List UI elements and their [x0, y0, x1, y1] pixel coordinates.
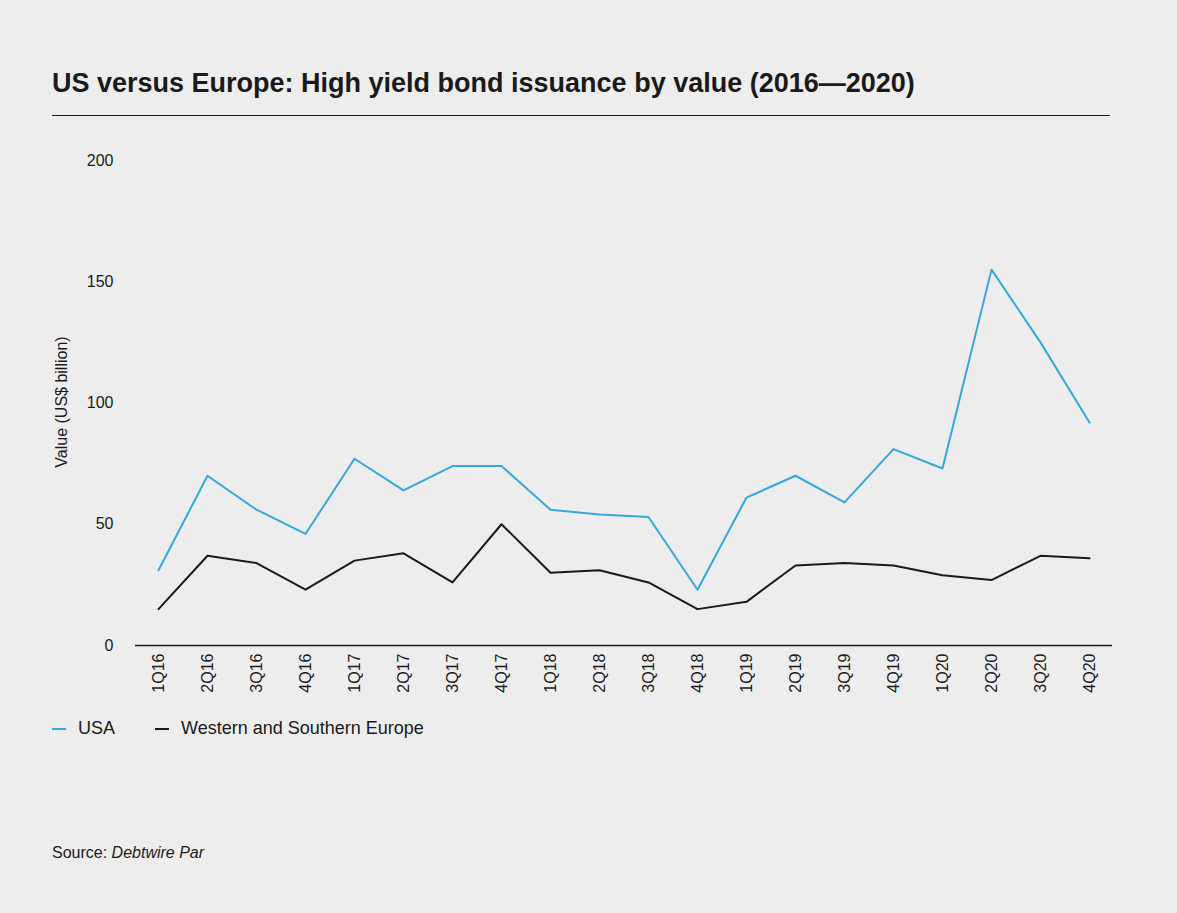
svg-text:3Q19: 3Q19 — [836, 653, 853, 692]
svg-text:50: 50 — [96, 515, 114, 532]
svg-text:2Q20: 2Q20 — [983, 653, 1000, 692]
svg-text:4Q20: 4Q20 — [1081, 653, 1098, 692]
svg-text:2Q16: 2Q16 — [199, 653, 216, 692]
svg-text:1Q16: 1Q16 — [150, 653, 167, 692]
svg-text:2Q17: 2Q17 — [395, 653, 412, 692]
svg-text:1Q18: 1Q18 — [542, 653, 559, 692]
svg-text:3Q20: 3Q20 — [1032, 653, 1049, 692]
html-text:Western and Southern Europe: Western and Southern Europe — [181, 718, 424, 738]
svg-text:150: 150 — [87, 273, 114, 290]
svg-text:3Q18: 3Q18 — [640, 653, 657, 692]
svg-text:100: 100 — [87, 394, 114, 411]
html-text:USA: USA — [78, 718, 115, 738]
svg-text:3Q17: 3Q17 — [444, 653, 461, 692]
svg-text:1Q20: 1Q20 — [934, 653, 951, 692]
svg-text:3Q16: 3Q16 — [248, 653, 265, 692]
html-text:Value (US$ billion): Value (US$ billion) — [53, 336, 70, 468]
svg-text:4Q16: 4Q16 — [297, 653, 314, 692]
svg-text:4Q17: 4Q17 — [493, 653, 510, 692]
svg-text:4Q19: 4Q19 — [885, 653, 902, 692]
svg-text:4Q18: 4Q18 — [689, 653, 706, 692]
svg-text:1Q19: 1Q19 — [738, 653, 755, 692]
html-text:Source: Debtwire Par: Source: Debtwire Par — [52, 844, 205, 861]
html-text:US versus Europe: High yield b: US versus Europe: High yield bond issuan… — [52, 68, 915, 98]
svg-text:2Q19: 2Q19 — [787, 653, 804, 692]
svg-text:200: 200 — [87, 152, 114, 169]
svg-text:2Q18: 2Q18 — [591, 653, 608, 692]
svg-text:1Q17: 1Q17 — [346, 653, 363, 692]
svg-text:0: 0 — [105, 637, 114, 654]
